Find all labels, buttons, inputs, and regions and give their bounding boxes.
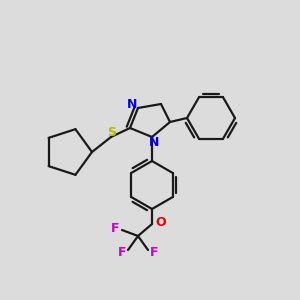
Text: N: N — [149, 136, 159, 149]
Text: F: F — [150, 247, 158, 260]
Text: S: S — [107, 125, 116, 139]
Text: F: F — [118, 247, 126, 260]
Text: F: F — [111, 221, 119, 235]
Text: O: O — [156, 217, 166, 230]
Text: N: N — [127, 98, 137, 110]
